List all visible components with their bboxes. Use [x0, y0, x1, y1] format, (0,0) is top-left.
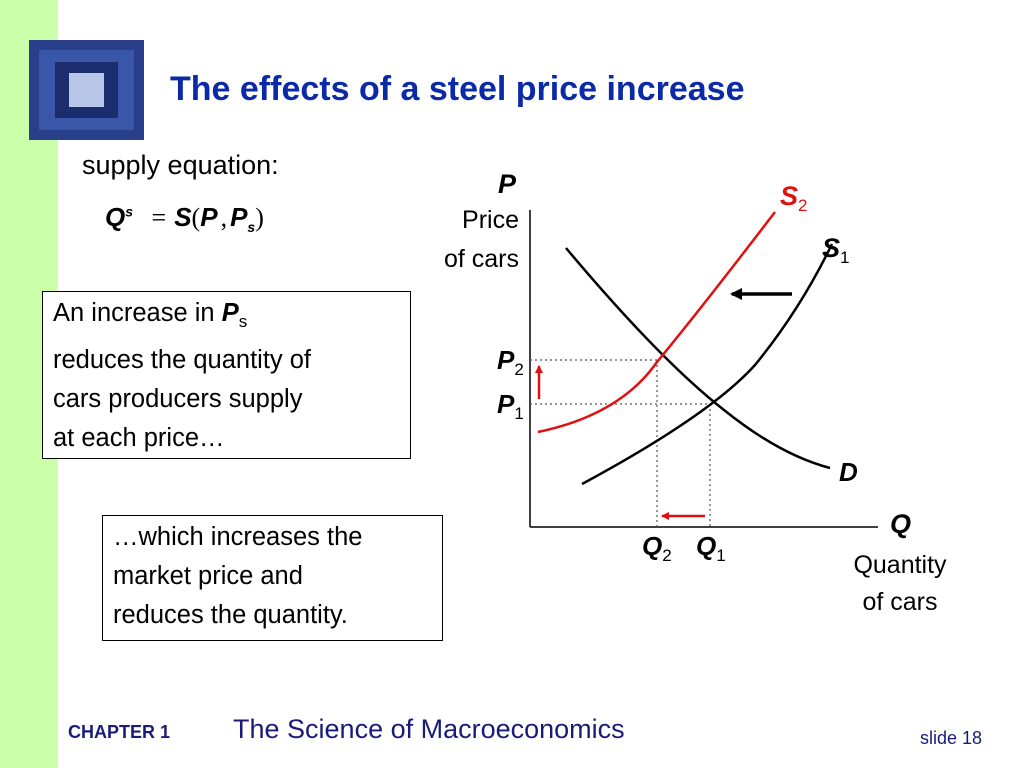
eq-func: S — [174, 202, 192, 232]
y-axis-title-line2: of cars — [444, 245, 519, 273]
q1-label: Q1 — [696, 531, 726, 565]
demand-label: D — [839, 457, 858, 487]
note-box-result: …which increases the market price and re… — [102, 515, 443, 641]
slide-title: The effects of a steel price increase — [170, 70, 745, 108]
eq-close-paren: ) — [255, 203, 264, 232]
eq-lhs: Q — [105, 202, 126, 232]
s1-label: S1 — [822, 233, 849, 267]
y-axis-title-line1: Price — [462, 206, 519, 234]
note-box-supply: An increase in Ps reduces the quantity o… — [42, 291, 411, 459]
supply-equation: Qs = S(P, Ps) — [105, 202, 264, 235]
x-axis-title-line1: Quantity — [853, 551, 947, 579]
footer-book-title: The Science of Macroeconomics — [233, 714, 625, 744]
demand-curve — [565, 247, 831, 470]
eq-comma: , — [220, 203, 228, 232]
eq-equals: = — [151, 203, 167, 232]
y-axis-symbol: P — [498, 169, 517, 199]
footer-chapter: CHAPTER 1 — [68, 722, 171, 742]
note2-line2: market price and — [113, 562, 303, 590]
note1-var-sub: s — [238, 312, 248, 332]
note2-line1: …which increases the — [113, 523, 363, 551]
supply-curve-s2 — [537, 211, 776, 434]
s2-label: S2 — [780, 181, 807, 215]
p2-label: P2 — [497, 345, 524, 379]
note1-line2: reduces the quantity of — [53, 346, 312, 375]
eq-lhs-sup: s — [125, 203, 134, 220]
note1-line4: at each price… — [53, 424, 225, 453]
q2-label: Q2 — [642, 531, 672, 565]
eq-arg2: P — [230, 202, 248, 232]
chapter-logo-image — [29, 40, 144, 140]
note1-line1-text: An increase in — [53, 299, 222, 327]
eq-arg1: P — [200, 202, 218, 232]
p1-label: P1 — [497, 389, 524, 423]
note1-line3: cars producers supply — [53, 385, 303, 414]
note1-var: P — [221, 299, 239, 327]
supply-equation-label: supply equation: — [82, 150, 279, 180]
supply-curve-s1 — [581, 243, 834, 486]
eq-arg2-sub: s — [247, 219, 256, 236]
x-axis-symbol: Q — [890, 509, 911, 539]
note2-line3: reduces the quantity. — [113, 601, 348, 629]
note1-line1: An increase in Ps — [53, 294, 400, 341]
x-axis-title-line2: of cars — [862, 588, 937, 616]
slide-number: slide 18 — [920, 728, 983, 748]
eq-open-paren: ( — [191, 203, 201, 232]
